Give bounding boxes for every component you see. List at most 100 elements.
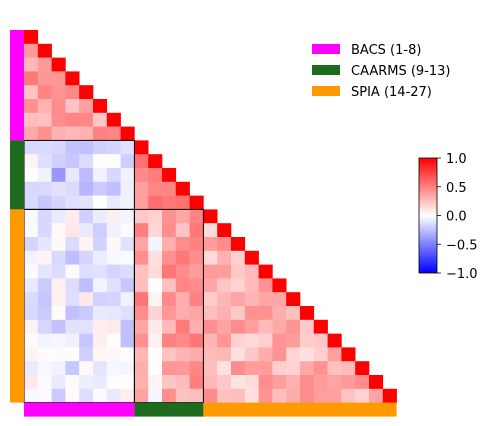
heatmap-cell-9-6 (93, 140, 108, 155)
heatmap-cell-21-20 (286, 306, 301, 321)
heatmap-cell-26-1 (24, 375, 39, 390)
heatmap-cell-23-8 (120, 333, 135, 348)
heatmap-cell-22-3 (51, 319, 66, 334)
heatmap-cell-17-4 (65, 250, 80, 265)
heatmap-cell-8-2 (37, 126, 52, 141)
heatmap-cell-25-25 (355, 361, 370, 376)
heatmap-cell-21-17 (244, 306, 259, 321)
heatmap-cell-23-11 (162, 333, 177, 348)
heatmap-cell-24-22 (313, 347, 328, 362)
heatmap-cell-22-1 (24, 319, 39, 334)
heatmap-cell-22-16 (231, 319, 246, 334)
heatmap-cell-12-7 (106, 181, 121, 196)
heatmap-cell-21-8 (120, 306, 135, 321)
heatmap-cell-25-4 (65, 361, 80, 376)
heatmap-cell-24-17 (244, 347, 259, 362)
heatmap-cell-26-24 (341, 375, 356, 390)
heatmap-cell-12-4 (65, 181, 80, 196)
heatmap-cell-27-3 (51, 388, 66, 403)
heatmap-cell-5-5 (79, 85, 94, 100)
heatmap-cell-24-9 (134, 347, 149, 362)
colorbar-tick-label-4: −0.5 (446, 238, 478, 253)
heatmap-cell-14-11 (162, 209, 177, 224)
heatmap-cell-12-2 (37, 181, 52, 196)
heatmap-cell-25-20 (286, 361, 301, 376)
heatmap-cell-26-18 (258, 375, 273, 390)
heatmap-cell-18-1 (24, 264, 39, 279)
heatmap-cell-20-10 (148, 292, 163, 307)
heatmap-cell-14-8 (120, 209, 135, 224)
heatmap-cell-8-3 (51, 126, 66, 141)
heatmap-cell-17-3 (51, 250, 66, 265)
legend-label-2: CAARMS (9-13) (351, 64, 451, 79)
heatmap-cell-25-16 (231, 361, 246, 376)
heatmap-cell-25-13 (189, 361, 204, 376)
heatmap-cell-13-6 (93, 195, 108, 210)
heatmap-cell-15-10 (148, 223, 163, 238)
heatmap-cell-26-17 (244, 375, 259, 390)
heatmap-cell-21-9 (134, 306, 149, 321)
heatmap-cell-4-3 (51, 71, 66, 86)
heatmap-cell-11-8 (120, 168, 135, 183)
heatmap-cell-12-9 (134, 181, 149, 196)
heatmap-cell-23-1 (24, 333, 39, 348)
heatmap-cell-27-26 (369, 388, 384, 403)
heatmap-cell-14-7 (106, 209, 121, 224)
heatmap-cell-11-3 (51, 168, 66, 183)
heatmap-cell-22-8 (120, 319, 135, 334)
heatmap-cell-19-8 (120, 278, 135, 293)
heatmap-cell-18-8 (120, 264, 135, 279)
heatmap-cell-26-15 (217, 375, 232, 390)
heatmap-cell-10-10 (148, 154, 163, 169)
heatmap-cell-16-9 (134, 237, 149, 252)
heatmap-cell-21-5 (79, 306, 94, 321)
heatmap-cell-27-24 (341, 388, 356, 403)
heatmap-cell-17-6 (93, 250, 108, 265)
heatmap-cell-26-3 (51, 375, 66, 390)
heatmap-cell-23-2 (37, 333, 52, 348)
group-block-outlines (23, 139, 204, 404)
heatmap-cell-26-12 (175, 375, 190, 390)
heatmap-cell-20-17 (244, 292, 259, 307)
heatmap-cell-9-3 (51, 140, 66, 155)
heatmap-cell-24-1 (24, 347, 39, 362)
heatmap-cell-7-4 (65, 112, 80, 127)
heatmap-cell-23-5 (79, 333, 94, 348)
heatmap-cell-14-13 (189, 209, 204, 224)
legend: BACS (1-8) CAARMS (9-13) SPIA (14-27) (312, 43, 451, 100)
heatmap-cell-24-11 (162, 347, 177, 362)
heatmap-cell-8-4 (65, 126, 80, 141)
heatmap-cell-5-1 (24, 85, 39, 100)
heatmap-cell-22-5 (79, 319, 94, 334)
heatmap-cell-27-25 (355, 388, 370, 403)
heatmap-cell-19-7 (106, 278, 121, 293)
heatmap-cell-25-14 (203, 361, 218, 376)
heatmap-cell-22-19 (272, 319, 287, 334)
heatmap-cell-19-6 (93, 278, 108, 293)
heatmap-cell-26-26 (369, 375, 384, 390)
heatmap-cell-26-21 (300, 375, 315, 390)
heatmap-cell-11-2 (37, 168, 52, 183)
heatmap-cell-7-7 (106, 112, 121, 127)
heatmap-cell-24-19 (272, 347, 287, 362)
heatmap-cell-17-17 (244, 250, 259, 265)
heatmap-cell-15-1 (24, 223, 39, 238)
heatmap-cell-24-23 (327, 347, 342, 362)
heatmap-cell-18-11 (162, 264, 177, 279)
heatmap-cell-16-14 (203, 237, 218, 252)
heatmap-cell-15-4 (65, 223, 80, 238)
heatmap-cell-17-12 (175, 250, 190, 265)
heatmap-cell-23-13 (189, 333, 204, 348)
heatmap-cell-6-5 (79, 99, 94, 114)
heatmap-cell-13-3 (51, 195, 66, 210)
heatmap-cell-23-6 (93, 333, 108, 348)
heatmap-cell-11-6 (93, 168, 108, 183)
heatmap-cell-11-9 (134, 168, 149, 183)
heatmap-cell-16-16 (231, 237, 246, 252)
heatmap-cell-26-10 (148, 375, 163, 390)
heatmap-cell-16-10 (148, 237, 163, 252)
heatmap-cell-27-11 (162, 388, 177, 403)
heatmap-cell-3-1 (24, 57, 39, 72)
heatmap-cell-19-15 (217, 278, 232, 293)
heatmap-cell-18-2 (37, 264, 52, 279)
